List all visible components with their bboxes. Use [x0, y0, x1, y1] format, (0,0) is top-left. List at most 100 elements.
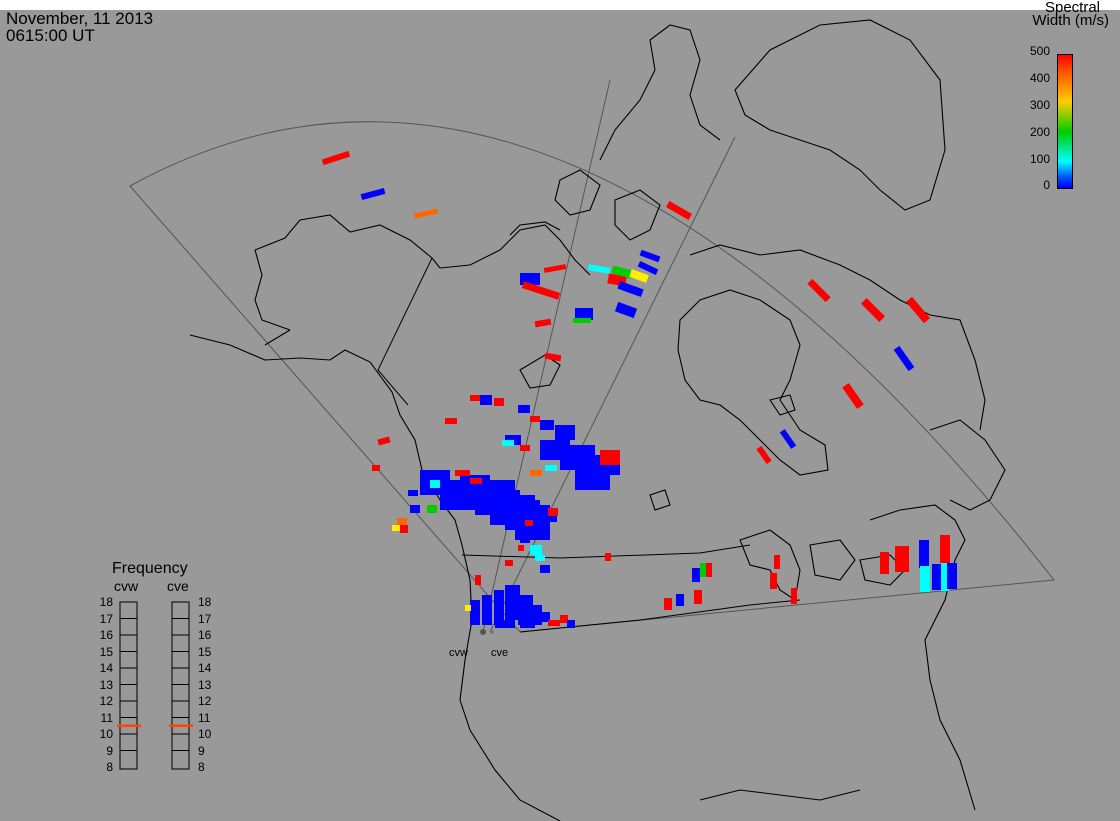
- scatter-cell: [605, 553, 611, 561]
- frequency-scale-right: 18: [198, 595, 212, 609]
- scatter-cell: [505, 585, 520, 620]
- scatter-cell: [518, 595, 533, 625]
- colorbar-tick: 100: [1029, 152, 1050, 166]
- scatter-cell: [600, 450, 620, 465]
- coastlines: [189, 19, 1006, 821]
- scatter-cell: [637, 261, 659, 275]
- scatter-cell: [495, 620, 515, 628]
- scatter-cell: [530, 416, 540, 422]
- scatter-cell: [518, 545, 524, 551]
- scatter-cell: [543, 264, 567, 273]
- scatter-cell: [893, 345, 915, 372]
- scatter-cell: [465, 605, 471, 611]
- scatter-cell: [534, 318, 552, 328]
- scatter-cell: [535, 555, 545, 561]
- scatter-cell: [639, 249, 661, 263]
- scatter-cell: [321, 150, 351, 166]
- scatter-cell: [410, 505, 420, 513]
- frequency-scale-left: 14: [99, 661, 113, 675]
- scatter-cell: [545, 512, 557, 522]
- site-marker-cvw: [480, 629, 486, 635]
- frequency-label-cvw: cvw: [114, 578, 139, 594]
- scatter-cell: [919, 540, 929, 568]
- scatter-cell: [947, 563, 957, 589]
- scatter-cell: [779, 429, 797, 449]
- frequency-scale-right: 10: [198, 727, 212, 741]
- colorbar: [1057, 54, 1073, 189]
- scatter-cell: [880, 552, 889, 574]
- scatter-cell: [940, 535, 950, 563]
- scatter-cell: [555, 425, 575, 440]
- colorbar-tick: 500: [1029, 44, 1050, 58]
- frequency-scale-right: 17: [198, 611, 212, 626]
- frequency-title: Frequency: [112, 560, 188, 577]
- scatter-cell: [932, 564, 942, 590]
- scatter-cell: [860, 297, 886, 323]
- frequency-scale-left: 10: [99, 727, 113, 741]
- frequency-scale-left: 13: [99, 677, 113, 692]
- frequency-scale-left: 11: [100, 710, 113, 725]
- scatter-cell: [392, 525, 400, 531]
- scatter-cell: [774, 555, 780, 569]
- frequency-scale-right: 12: [198, 694, 212, 708]
- fov-boundary: [129, 121, 1055, 633]
- scatter-cell: [445, 418, 457, 424]
- scatter-cell: [530, 470, 542, 476]
- scatter-cell: [520, 620, 535, 628]
- scatter-cell: [427, 505, 437, 513]
- scatter-cell: [540, 420, 554, 430]
- colorbar-tick: 400: [1029, 71, 1050, 85]
- map-area: [0, 10, 1120, 821]
- frequency-scale-left: 15: [99, 644, 113, 659]
- scatter-cell: [665, 200, 693, 221]
- frequency-scale-left: 17: [99, 611, 113, 626]
- time-label: 0615:00 UT: [6, 26, 95, 45]
- scatter-cell: [548, 620, 560, 626]
- scatter-cell: [430, 480, 440, 488]
- scatter-cell: [694, 590, 702, 604]
- scatter-cell: [700, 563, 706, 577]
- scatter-cell: [397, 518, 407, 526]
- scatter-cell: [518, 405, 530, 413]
- scatter-cell: [475, 575, 481, 585]
- scatter-cell: [480, 395, 492, 405]
- colorbar-title-line2: Width (m/s): [1032, 12, 1109, 29]
- scatter-cell: [521, 281, 561, 300]
- scatter-cell: [540, 565, 550, 573]
- colorbar-tick: 300: [1029, 98, 1050, 112]
- scatter-cell: [676, 594, 684, 606]
- scatter-cell: [614, 301, 638, 319]
- site-label-cve: cve: [491, 647, 509, 659]
- scatter-cell: [895, 546, 909, 572]
- scatter-cell: [629, 269, 649, 283]
- scatter-cell: [920, 566, 930, 592]
- frequency-column-right: [171, 601, 190, 770]
- scatter-cell: [470, 600, 480, 625]
- scatter-cell: [560, 615, 568, 623]
- scatter-cell: [770, 573, 777, 589]
- scatter-cell: [377, 436, 391, 446]
- scatter-cell: [545, 465, 557, 471]
- scatter-cell: [400, 525, 408, 533]
- scatter-cell: [791, 588, 797, 604]
- scatter-cell: [520, 535, 530, 543]
- scatter-cell: [664, 598, 672, 610]
- site-label-cvw: cvw: [449, 647, 468, 659]
- scatter-cell: [941, 563, 949, 591]
- scatter-cell: [567, 620, 575, 628]
- frequency-scale-right: 16: [198, 628, 212, 642]
- scatter-cell: [525, 520, 533, 526]
- scatter-cell: [413, 208, 439, 219]
- scatter-cell: [470, 395, 480, 401]
- scatter-cell: [520, 445, 530, 451]
- scatter-cell: [360, 187, 386, 201]
- political-borders: [377, 257, 801, 633]
- frequency-scale-right: 14: [198, 661, 212, 675]
- scatter-cell: [548, 508, 558, 516]
- frequency-label-cve: cve: [167, 578, 189, 594]
- frequency-scale-left: 8: [106, 760, 113, 774]
- scatter-cell: [470, 478, 482, 484]
- scatter-cell: [573, 318, 591, 323]
